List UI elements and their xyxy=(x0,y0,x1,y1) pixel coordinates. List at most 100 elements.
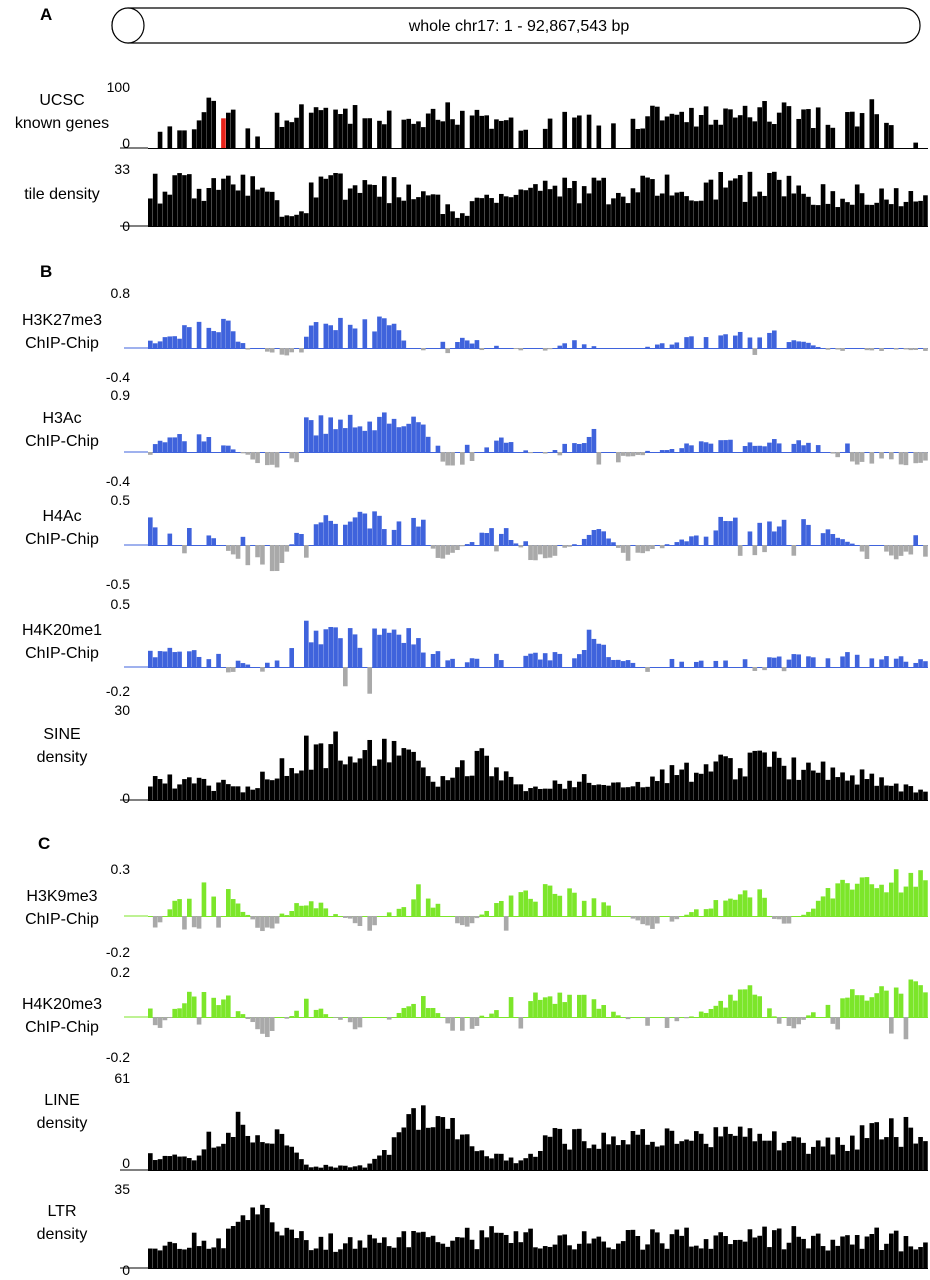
bar xyxy=(864,348,870,351)
bar xyxy=(230,899,236,916)
bar xyxy=(352,634,358,667)
tick-label-max: 61 xyxy=(114,1070,130,1086)
bar xyxy=(235,903,241,916)
bar xyxy=(523,890,529,916)
bar xyxy=(318,415,324,452)
bar xyxy=(318,644,324,667)
bar xyxy=(416,526,421,545)
bar xyxy=(825,203,831,226)
bar xyxy=(416,884,421,916)
bar xyxy=(240,792,246,800)
bar xyxy=(440,341,446,348)
bar xyxy=(572,1129,577,1170)
bar xyxy=(747,117,753,148)
bar xyxy=(177,1156,182,1170)
bar xyxy=(728,1244,733,1268)
bar xyxy=(728,109,733,148)
bar xyxy=(854,995,860,1017)
bar xyxy=(757,191,763,226)
bar xyxy=(503,1160,509,1170)
bar xyxy=(430,1127,436,1170)
bar xyxy=(494,1010,499,1017)
bar xyxy=(703,337,709,348)
bar xyxy=(664,174,670,226)
bar xyxy=(737,894,743,916)
bar xyxy=(313,1166,319,1170)
bar xyxy=(801,1238,806,1268)
bar xyxy=(742,105,748,148)
track-label-line: density xyxy=(37,1226,88,1243)
bar xyxy=(674,1017,680,1022)
bar xyxy=(206,785,212,800)
bar xyxy=(762,1140,767,1170)
bar xyxy=(913,535,919,545)
bar xyxy=(162,783,168,800)
bar xyxy=(786,175,792,226)
bar xyxy=(620,1140,626,1170)
bar xyxy=(357,192,363,226)
bar xyxy=(494,545,499,552)
bar xyxy=(445,545,451,555)
bar xyxy=(508,197,514,226)
bar xyxy=(196,434,202,452)
bar xyxy=(333,914,338,916)
bar xyxy=(489,128,494,148)
bar xyxy=(460,337,465,348)
tick-label-min: -0.2 xyxy=(106,1049,130,1065)
bar xyxy=(352,105,358,148)
bar xyxy=(772,439,777,452)
bar xyxy=(562,111,568,148)
bar xyxy=(811,770,816,800)
bar xyxy=(552,1128,558,1170)
bar xyxy=(401,340,407,348)
bar xyxy=(226,112,231,148)
bar xyxy=(640,787,646,800)
bar xyxy=(557,653,563,667)
bar xyxy=(850,1244,855,1268)
bar xyxy=(796,779,802,800)
bar xyxy=(167,533,173,545)
bar xyxy=(884,990,889,1017)
bar xyxy=(279,913,285,916)
bar xyxy=(421,1231,426,1268)
bar xyxy=(547,348,553,350)
bar xyxy=(923,545,928,557)
bar xyxy=(269,780,275,800)
bar xyxy=(191,1160,197,1170)
bar xyxy=(367,1234,373,1268)
bar xyxy=(616,1145,621,1170)
bar xyxy=(679,539,685,545)
bar xyxy=(255,1135,260,1170)
bar xyxy=(538,659,543,667)
bar xyxy=(898,892,904,916)
bar xyxy=(850,111,855,148)
bar xyxy=(167,1241,173,1268)
bar xyxy=(742,890,748,916)
bar xyxy=(655,195,660,226)
bar xyxy=(767,442,772,452)
bar xyxy=(533,545,538,561)
bar xyxy=(835,1137,841,1170)
bar xyxy=(620,1241,626,1268)
bar xyxy=(284,1145,290,1170)
bar xyxy=(830,452,836,454)
bar xyxy=(328,744,334,800)
bar xyxy=(411,416,416,452)
bar xyxy=(733,178,738,226)
bar xyxy=(616,545,621,548)
bar xyxy=(167,437,173,452)
bar xyxy=(898,545,904,556)
bar xyxy=(567,994,572,1017)
bar xyxy=(430,653,436,667)
bar xyxy=(279,126,285,148)
bar xyxy=(567,545,572,547)
bar xyxy=(206,437,212,452)
bar xyxy=(850,204,855,226)
bar xyxy=(869,1234,875,1268)
bar xyxy=(469,201,475,226)
bar xyxy=(469,1146,475,1170)
bar xyxy=(396,1012,402,1017)
